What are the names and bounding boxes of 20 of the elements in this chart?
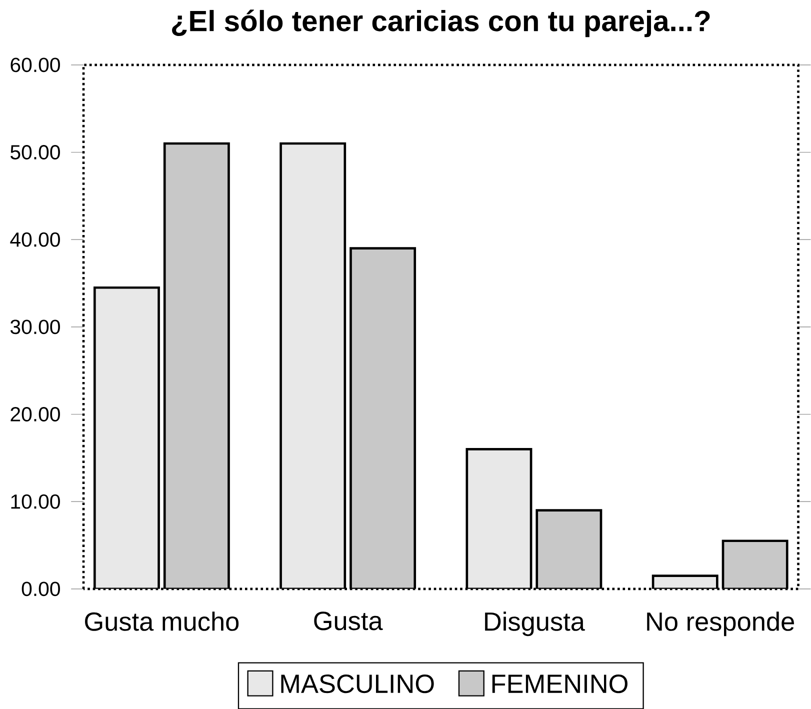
bar xyxy=(466,448,532,589)
x-tick-label: Disgusta xyxy=(485,611,585,636)
bar xyxy=(350,248,415,589)
y-tick-label: 30.00 xyxy=(10,320,60,334)
bar xyxy=(536,510,601,589)
x-tick-label: Gusta mucho xyxy=(85,611,239,631)
x-tick-label: Gusta xyxy=(314,611,383,630)
legend-label: FEMENINO xyxy=(492,674,628,693)
x-tick-label: No responde xyxy=(647,611,794,636)
y-tick-label: 20.00 xyxy=(10,406,60,422)
bar xyxy=(280,143,345,589)
y-tick-label: 60.00 xyxy=(10,58,60,72)
chart-title: ¿El sólo tener caricias con tu pareja...? xyxy=(172,9,710,37)
y-tick-label: 10.00 xyxy=(11,494,60,509)
y-tick-label: 50.00 xyxy=(10,144,60,160)
y-tick-label: 0.00 xyxy=(22,581,60,596)
bar xyxy=(94,287,159,589)
legend-label: MASCULINO xyxy=(281,674,434,693)
y-tick-label: 40.00 xyxy=(10,232,60,247)
bar xyxy=(164,143,229,589)
